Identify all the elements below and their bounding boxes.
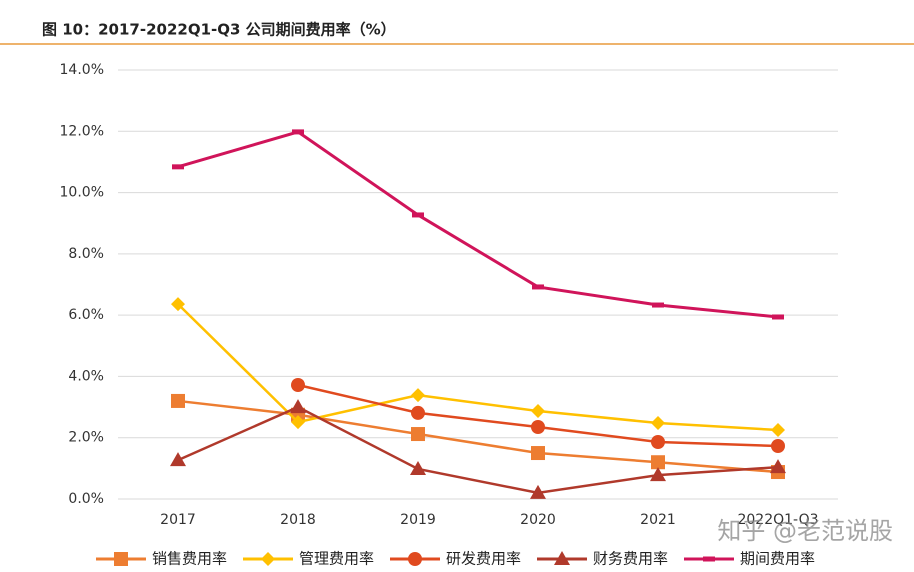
point	[772, 314, 784, 320]
point	[291, 378, 305, 393]
y-tick-label: 4.0%	[68, 368, 104, 384]
point	[651, 416, 665, 431]
point	[171, 297, 185, 312]
point	[771, 423, 785, 438]
legend-marker	[114, 552, 128, 566]
series-line	[177, 130, 779, 319]
point	[171, 393, 185, 408]
x-tick-label: 2021	[640, 512, 676, 528]
y-tick-label: 14.0%	[60, 62, 104, 78]
y-tick-label: 12.0%	[60, 123, 104, 139]
point	[172, 164, 184, 170]
series-line	[177, 399, 779, 474]
x-tick-label: 2019	[400, 512, 436, 528]
point	[170, 452, 186, 467]
point	[531, 446, 545, 461]
x-tick-label: 2018	[280, 512, 316, 528]
legend-marker	[554, 551, 570, 565]
legend-marker	[408, 552, 422, 566]
legend-label: 财务费用率	[593, 550, 668, 568]
point	[292, 129, 304, 135]
point	[411, 388, 425, 403]
y-tick-label: 10.0%	[60, 185, 104, 201]
legend-marker	[703, 556, 715, 562]
x-tick-label: 2020	[520, 512, 556, 528]
point	[651, 455, 665, 470]
y-tick-label: 8.0%	[68, 246, 104, 262]
legend-label: 销售费用率	[152, 550, 227, 568]
point	[290, 399, 306, 414]
point	[411, 405, 425, 420]
series-line	[177, 405, 779, 495]
point	[652, 302, 664, 308]
point	[651, 435, 665, 450]
legend-marker	[261, 552, 275, 566]
legend-label: 研发费用率	[446, 550, 521, 568]
x-tick-label: 2022Q1-Q3	[737, 512, 818, 528]
series-line	[177, 303, 779, 432]
point	[770, 459, 786, 474]
point	[412, 212, 424, 218]
x-tick-label: 2017	[160, 512, 196, 528]
legend-label: 期间费用率	[740, 550, 815, 568]
legend-label: 管理费用率	[299, 550, 374, 568]
y-tick-label: 6.0%	[68, 307, 104, 323]
point	[650, 467, 666, 482]
y-tick-label: 0.0%	[68, 491, 104, 507]
point	[771, 438, 785, 453]
point	[531, 419, 545, 434]
point	[531, 404, 545, 419]
y-tick-label: 2.0%	[68, 430, 104, 446]
chart-title: 图 10：2017-2022Q1-Q3 公司期间费用率（%）	[42, 21, 396, 39]
watermark: 知乎 @老范说股	[717, 517, 893, 545]
point	[532, 284, 544, 290]
point	[291, 415, 305, 430]
point	[411, 427, 425, 442]
point	[530, 484, 546, 499]
point	[410, 460, 426, 475]
